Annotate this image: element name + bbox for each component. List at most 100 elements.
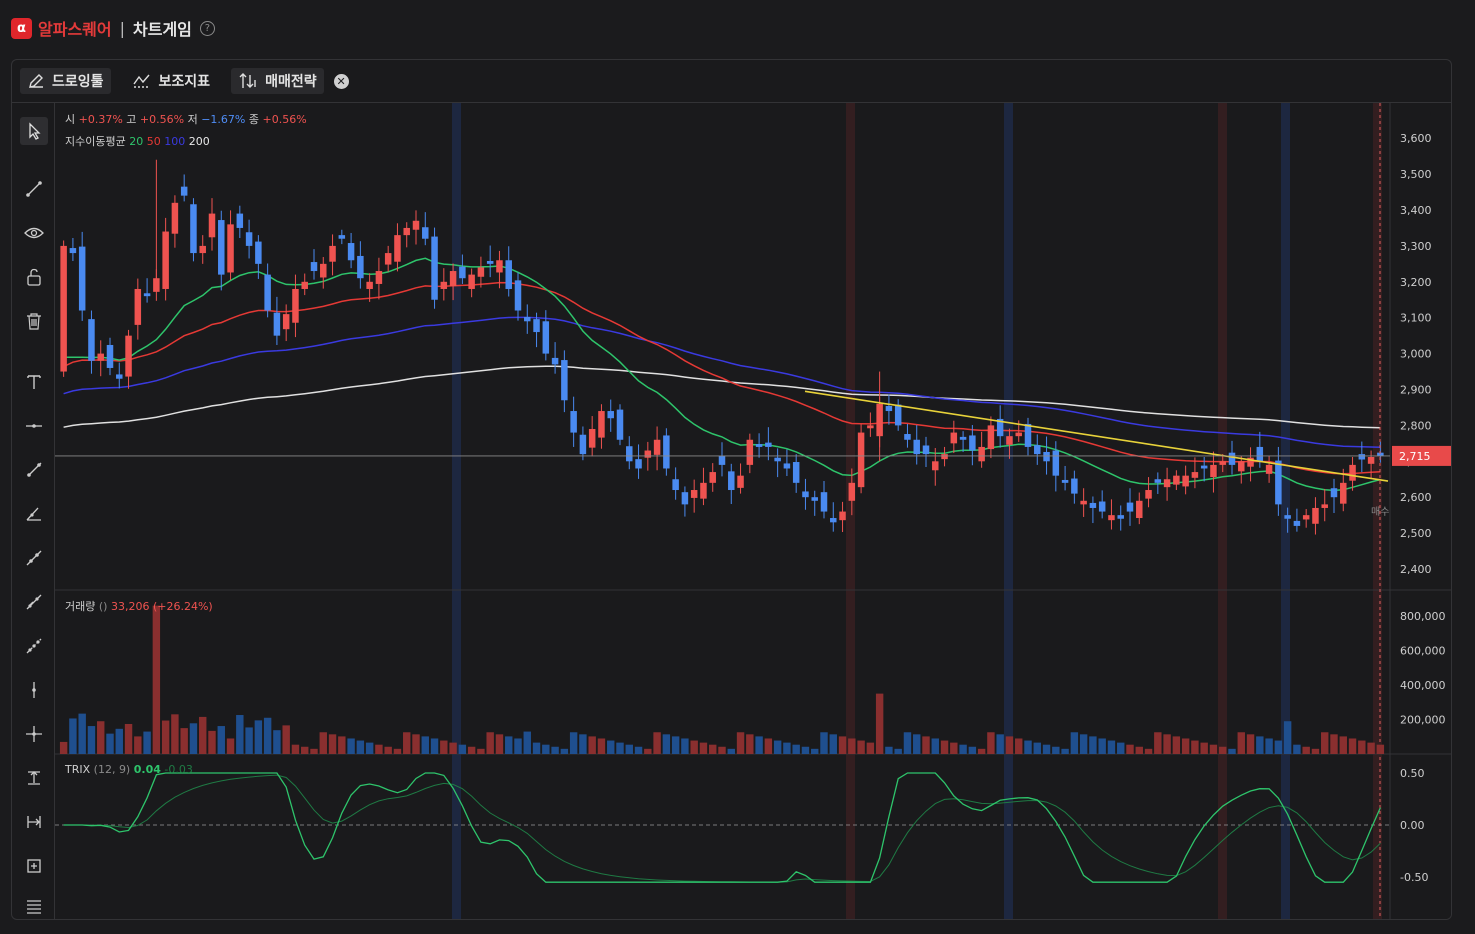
ema-20-line (63, 257, 1381, 492)
candle-body (394, 235, 401, 262)
candle-body (486, 260, 494, 264)
add-box-tool-icon[interactable] (20, 852, 48, 880)
price-tick-label: 2,400 (1400, 563, 1432, 576)
candle-body (116, 374, 123, 379)
candle-body (273, 312, 281, 336)
candle-body (440, 281, 448, 289)
volume-bar (1200, 742, 1208, 754)
strategy-close-icon[interactable]: ✕ (333, 73, 349, 89)
candle-body (1293, 520, 1301, 526)
strategy-button[interactable]: 매매전략 (231, 68, 324, 94)
candle-body (1330, 488, 1338, 498)
candle-body (1321, 504, 1328, 508)
price-tick-label: 3,300 (1400, 240, 1432, 253)
candle-body (199, 245, 206, 254)
sort-arrows-icon (239, 73, 256, 88)
candle-body (1061, 479, 1069, 483)
volume-bar (467, 746, 476, 754)
volume-bar (1228, 748, 1236, 754)
candle-body (718, 455, 726, 465)
volume-bar (746, 734, 754, 754)
channel-tool-icon[interactable] (20, 588, 48, 616)
candle-body (848, 482, 856, 501)
volume-bar (97, 721, 105, 754)
volume-bar (134, 736, 142, 754)
trix-legend[interactable]: TRIX (12, 9) 0.04 -0.03 (65, 763, 193, 776)
price-tick-label: 3,000 (1400, 348, 1432, 361)
candle-body (913, 439, 920, 455)
candle-body (1145, 490, 1152, 499)
candle-body (839, 511, 846, 521)
price-range-tool-icon[interactable] (20, 764, 48, 792)
candle-body (69, 248, 77, 254)
volume-bar (959, 744, 967, 754)
current-price-label: 2,715 (1399, 450, 1431, 463)
crosshair-tool-icon[interactable] (20, 720, 48, 748)
volume-bar (1070, 732, 1079, 754)
trix-label: TRIX (65, 763, 91, 776)
volume-bar (597, 738, 606, 754)
volume-bar (653, 732, 661, 754)
volume-bar (1219, 746, 1227, 754)
volume-bar (1302, 746, 1310, 754)
ema-legend[interactable]: 지수이동평균 20 50 100 200 (65, 133, 210, 149)
candle-body (755, 444, 763, 447)
candle-body (1265, 464, 1273, 474)
volume-bar (1321, 732, 1329, 754)
candle-body (255, 241, 262, 264)
trendline-tool-icon[interactable] (20, 175, 48, 203)
header: α 알파스퀘어 | 차트게임 ? (0, 0, 1475, 56)
volume-tick-label: 400,000 (1400, 679, 1446, 692)
vertical-line-tool-icon[interactable] (20, 676, 48, 704)
volume-bar (1154, 732, 1162, 754)
ema-100-line (63, 316, 1381, 448)
volume-bar (801, 746, 810, 754)
ema-200-line (63, 365, 1381, 429)
text-tool-icon[interactable] (20, 368, 48, 396)
brand-name[interactable]: 알파스퀘어 (38, 20, 112, 39)
date-range-tool-icon[interactable] (20, 808, 48, 836)
volume-bar (1089, 736, 1097, 754)
candle-body (922, 445, 930, 455)
help-icon[interactable]: ? (199, 20, 215, 36)
candle-body (635, 459, 642, 469)
candle-body (106, 344, 114, 368)
volume-bar (403, 732, 411, 754)
volume-bar (338, 736, 346, 754)
candle-body (1089, 502, 1097, 508)
cursor-tool-icon[interactable] (20, 117, 48, 145)
volume-bar (1042, 744, 1051, 754)
ema-50-line (63, 281, 1381, 475)
volume-bar (143, 731, 151, 754)
candle-body (496, 260, 503, 273)
volume-bar (690, 740, 698, 754)
ray-tool-icon[interactable] (20, 456, 48, 484)
close-label: 종 (248, 113, 260, 126)
fib-tool-icon[interactable] (20, 892, 48, 919)
candle-body (422, 227, 429, 239)
candle-body (932, 461, 939, 471)
extended-line-tool-icon[interactable] (20, 544, 48, 572)
pitchfork-tool-icon[interactable] (20, 632, 48, 660)
candle-body (1210, 464, 1217, 478)
volume-legend[interactable]: 거래량 () 33,206 (+26.24%) (65, 598, 213, 614)
chart-canvas[interactable]: 3,600 3,500 3,400 3,300 3,200 3,100 3,000 2,900… (55, 103, 1451, 920)
drawing-tools-button[interactable]: 드로잉툴 (20, 68, 111, 94)
eye-icon[interactable] (20, 219, 48, 247)
candle-body (1052, 450, 1060, 476)
trash-icon[interactable] (20, 307, 48, 335)
candle-body (1117, 515, 1124, 519)
alphasquare-logo-icon[interactable]: α (11, 17, 32, 39)
unlock-icon[interactable] (20, 263, 48, 291)
open-label: 시 (65, 113, 76, 126)
candle-body (1015, 432, 1022, 437)
indicators-button[interactable]: 보조지표 (125, 68, 218, 94)
volume-bar (421, 736, 429, 754)
volume-bar (616, 742, 624, 754)
volume-bar (950, 742, 958, 754)
session-stripe (1218, 103, 1227, 919)
volume-bar (551, 746, 559, 754)
volume-bar (662, 734, 671, 754)
horizontal-line-tool-icon[interactable] (20, 412, 48, 440)
angle-tool-icon[interactable] (20, 500, 48, 528)
